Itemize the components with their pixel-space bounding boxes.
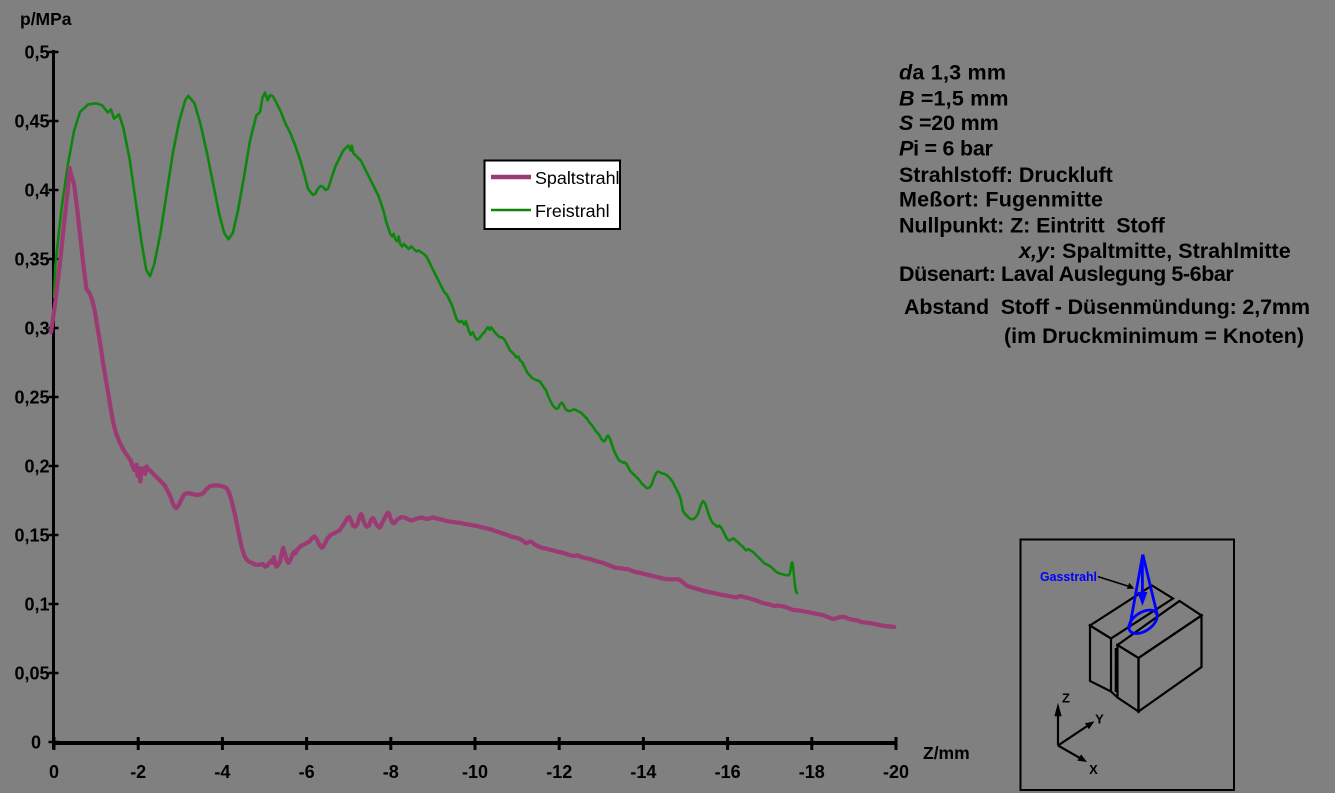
svg-text:0,45: 0,45 <box>14 111 49 131</box>
svg-text:Pi = 6 bar: Pi = 6 bar <box>899 137 994 161</box>
svg-text:0,05: 0,05 <box>14 663 49 683</box>
svg-text:-20: -20 <box>883 762 909 782</box>
svg-text:Z/mm: Z/mm <box>923 743 970 763</box>
svg-text:p/MPa: p/MPa <box>20 9 72 29</box>
svg-text:0,35: 0,35 <box>14 249 49 269</box>
svg-text:Abstand Stoff - Düsenmündung:: Abstand Stoff - Düsenmündung: 2,7mm <box>904 295 1310 319</box>
svg-text:Freistrahl: Freistrahl <box>535 201 610 221</box>
svg-text:0,1: 0,1 <box>24 594 49 614</box>
svg-text:0,4: 0,4 <box>24 180 49 200</box>
svg-text:X: X <box>1089 762 1098 777</box>
svg-text:-14: -14 <box>630 762 656 782</box>
svg-text:-18: -18 <box>799 762 825 782</box>
svg-text:0: 0 <box>49 762 59 782</box>
svg-text:Düsenart: Laval Auslegung 5-6b: Düsenart: Laval Auslegung 5-6bar <box>899 262 1234 286</box>
svg-text:Y: Y <box>1095 712 1104 727</box>
svg-text:0,5: 0,5 <box>24 42 49 62</box>
svg-text:0,3: 0,3 <box>24 318 49 338</box>
svg-text:Nullpunkt: Z: Eintritt Stoff: Nullpunkt: Z: Eintritt Stoff <box>899 214 1166 238</box>
svg-text:0,2: 0,2 <box>24 456 49 476</box>
svg-text:0: 0 <box>31 732 41 752</box>
svg-text:Strahlstoff: Druckluft: Strahlstoff: Druckluft <box>899 163 1113 187</box>
svg-text:x,y: Spaltmitte, Strahlmitte: x,y: Spaltmitte, Strahlmitte <box>1018 239 1291 263</box>
svg-text:-10: -10 <box>462 762 488 782</box>
svg-text:-12: -12 <box>546 762 572 782</box>
svg-text:da 1,3 mm: da 1,3 mm <box>899 60 1006 84</box>
svg-text:-16: -16 <box>715 762 741 782</box>
svg-text:Z: Z <box>1062 691 1070 706</box>
svg-text:-4: -4 <box>214 762 230 782</box>
svg-text:(im Druckminimum = Knoten): (im Druckminimum = Knoten) <box>1004 324 1304 348</box>
svg-text:-8: -8 <box>383 762 399 782</box>
svg-text:Spaltstrahl: Spaltstrahl <box>535 168 620 188</box>
svg-text:0,25: 0,25 <box>14 387 49 407</box>
svg-text:0,15: 0,15 <box>14 525 49 545</box>
svg-text:-6: -6 <box>299 762 315 782</box>
svg-text:B =1,5 mm: B =1,5 mm <box>899 87 1009 111</box>
svg-text:-2: -2 <box>130 762 146 782</box>
svg-text:Gasstrahl: Gasstrahl <box>1040 570 1097 584</box>
svg-text:S =20 mm: S =20 mm <box>899 111 999 135</box>
svg-text:Meßort: Fugenmitte: Meßort: Fugenmitte <box>899 187 1103 211</box>
